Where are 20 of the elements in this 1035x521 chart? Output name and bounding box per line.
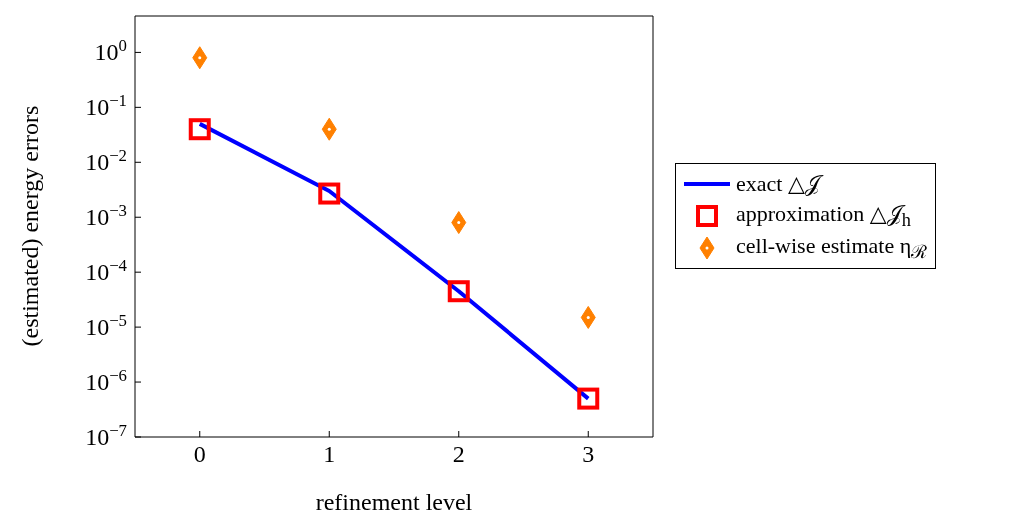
y-tick-label: 10$^{−1}$ [85,91,127,121]
x-tick-label: 3 [582,441,595,468]
y-tick-label: 10$^{0}$ [94,36,127,66]
x-tick-label: 0 [193,441,206,468]
x-axis-title: refinement level [315,489,473,515]
legend-label: approximation △𝒥$_{h}$ [736,200,911,231]
y-tick-label: 10$^{−4}$ [85,255,128,286]
y-tick-label: 10$^{−2}$ [85,145,127,176]
y-tick-label: 10$^{−3}$ [85,200,127,231]
y-tick-label: 10$^{−6}$ [85,365,127,396]
legend-label: cell-wise estimate η$_{ℛ}$ [736,232,928,263]
x-tick-label: 1 [323,441,336,468]
point [188,118,211,141]
y-axis-title: (estimated) energy errors [16,105,43,347]
y-tick-label: 10$^{−7}$ [85,420,127,450]
point [447,280,470,303]
x-tick-label: 2 [452,441,465,468]
point [577,387,600,410]
point [318,182,341,205]
y-tick-label: 10$^{−5}$ [85,310,127,341]
